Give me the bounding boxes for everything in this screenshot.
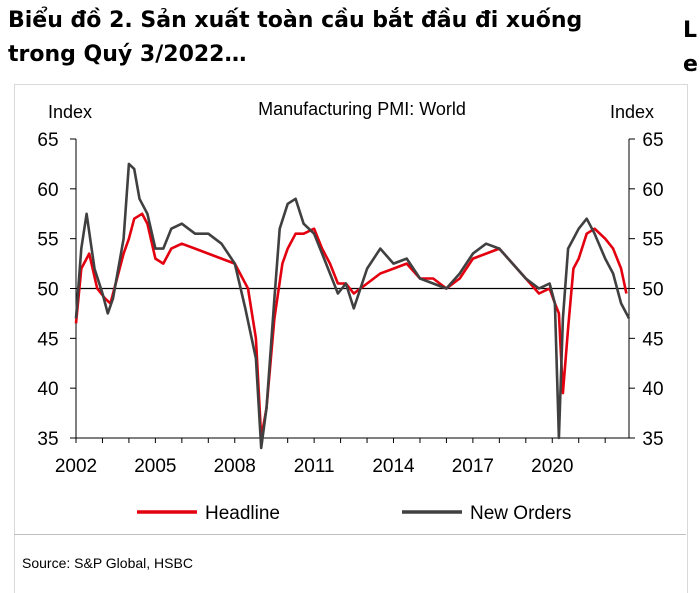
left-axis-label: Index xyxy=(48,102,92,122)
x-tick-label: 2014 xyxy=(372,456,415,477)
y-tick-label-right: 50 xyxy=(642,280,663,301)
y-tick-label-right: 45 xyxy=(642,329,663,350)
y-tick-label-right: 60 xyxy=(642,180,663,201)
chart-heading-line-1: Biểu đồ 2. Sản xuất toàn cầu bắt đầu đi … xyxy=(8,8,583,33)
x-tick-label: 2011 xyxy=(294,456,335,477)
series-layer xyxy=(74,162,631,450)
x-tick-label: 2008 xyxy=(214,456,256,477)
y-tick-label-right: 40 xyxy=(642,379,663,400)
y-tick-label-right: 35 xyxy=(642,429,663,450)
chart-heading-line-2: trong Quý 3/2022… xyxy=(8,42,247,67)
y-tick-label-left: 55 xyxy=(37,230,58,251)
y-tick-label-right: 65 xyxy=(642,130,663,151)
y-tick-label-right: 55 xyxy=(642,230,663,251)
legend-new-orders-label: New Orders xyxy=(470,503,571,524)
x-tick-label: 2002 xyxy=(55,456,97,477)
y-tick-label-left: 65 xyxy=(37,130,58,151)
legend: Headline New Orders xyxy=(137,503,571,524)
y-tick-label-left: 35 xyxy=(37,429,58,450)
source-note: Source: S&P Global, HSBC xyxy=(22,555,193,571)
x-tick-label: 2020 xyxy=(531,456,573,477)
y-tick-label-left: 50 xyxy=(37,280,58,301)
right-axis-label: Index xyxy=(610,102,654,122)
legend-headline-label: Headline xyxy=(205,503,280,524)
source-divider xyxy=(14,534,686,535)
chart-heading: Biểu đồ 2. Sản xuất toàn cầu bắt đầu đi … xyxy=(8,4,668,72)
chart-panel xyxy=(14,84,688,593)
y-tick-label-left: 40 xyxy=(37,379,58,400)
x-tick-label: 2017 xyxy=(452,456,494,477)
axes: 35 35 40 40 45 45 50 50 55 55 60 60 65 65 2002 2005 2008… xyxy=(37,130,663,477)
chart-title: Manufacturing PMI: World xyxy=(258,99,466,119)
x-tick-label: 2005 xyxy=(134,456,176,477)
series-headline-line xyxy=(74,212,628,440)
cropped-adjacent-text: L e xyxy=(683,18,698,74)
series-new-orders-line xyxy=(74,162,631,450)
y-tick-label-left: 60 xyxy=(37,180,58,201)
y-tick-label-left: 45 xyxy=(37,329,58,350)
